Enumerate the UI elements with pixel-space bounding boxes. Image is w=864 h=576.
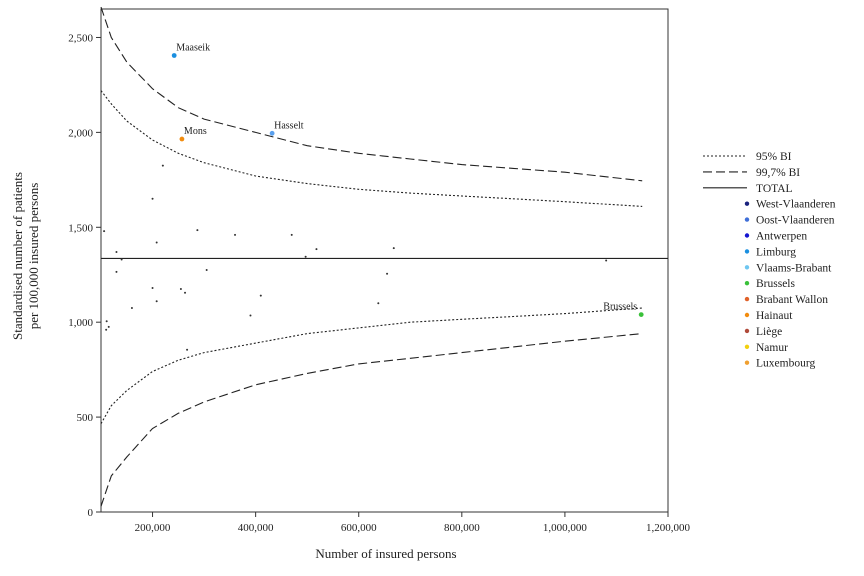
y-tick-label-0: 0 xyxy=(88,507,94,519)
legend-label-4: Oost-Vlaanderen xyxy=(756,215,835,227)
data-point-20 xyxy=(179,287,182,290)
y-tick-label-1: 500 xyxy=(77,412,94,424)
data-point-15 xyxy=(392,247,395,250)
point-label-3: Brussels xyxy=(603,302,637,313)
legend-swatch-13 xyxy=(744,360,750,365)
data-point-3 xyxy=(638,312,644,317)
data-point-0 xyxy=(171,53,177,58)
ci-line-2 xyxy=(100,6,643,182)
y-tick-label-3: 1,500 xyxy=(68,222,93,234)
legend-label-1: 99,7% BI xyxy=(756,167,800,179)
legend-swatch-3 xyxy=(744,201,750,206)
x-tick-label-1: 400,000 xyxy=(238,522,274,534)
legend-label-6: Limburg xyxy=(756,246,796,258)
data-point-24 xyxy=(377,302,380,305)
x-tick-label-2: 600,000 xyxy=(341,522,377,534)
legend-label-5: Antwerpen xyxy=(756,231,807,243)
data-point-1 xyxy=(269,130,275,136)
data-point-10 xyxy=(196,229,199,232)
data-point-26 xyxy=(249,314,252,317)
legend-label-11: Liège xyxy=(756,326,782,338)
legend-label-13: Luxembourg xyxy=(756,358,815,370)
x-tick-label-5: 1,200,000 xyxy=(646,522,691,534)
point-label-1: Hasselt xyxy=(274,120,304,131)
data-point-25 xyxy=(130,306,133,309)
data-point-9 xyxy=(155,241,158,244)
data-point-19 xyxy=(151,287,154,290)
y-axis-label-line1: Standardised number of patients xyxy=(10,172,25,340)
legend-label-0: 95% BI xyxy=(756,151,792,163)
y-axis-label-line2: per 100,000 insured persons xyxy=(26,183,41,330)
data-point-2 xyxy=(179,136,185,142)
legend-label-8: Brussels xyxy=(756,278,796,290)
x-tick-label-3: 800,000 xyxy=(444,522,480,534)
data-point-14 xyxy=(315,248,318,251)
point-label-0: Maaseik xyxy=(176,43,210,54)
confidence-lines xyxy=(100,6,668,507)
legend-label-2: TOTAL xyxy=(756,183,793,195)
legend-swatch-11 xyxy=(744,328,750,334)
data-point-5 xyxy=(151,197,154,200)
data-point-31 xyxy=(386,272,389,275)
legend-swatch-5 xyxy=(744,233,750,238)
legend-swatch-8 xyxy=(744,281,750,286)
data-point-23 xyxy=(259,294,262,297)
legend-label-3: West-Vlaanderen xyxy=(756,199,836,211)
y-tick-label-2: 1,000 xyxy=(68,317,93,329)
axes: 200,000 400,000 600,000 800,000 1,000,000 1,2… xyxy=(68,32,690,534)
data-point-18 xyxy=(205,268,208,271)
data-point-7 xyxy=(115,250,118,253)
point-label-2: Mons xyxy=(184,126,207,137)
legend-swatch-6 xyxy=(744,249,750,254)
legend-swatch-4 xyxy=(744,217,750,222)
x-tick-label-0: 200,000 xyxy=(135,522,171,534)
x-axis-label: Number of insured persons xyxy=(315,546,456,561)
data-point-12 xyxy=(290,233,293,236)
data-point-29 xyxy=(105,328,108,331)
legend-swatch-7 xyxy=(744,265,750,270)
plot-frame xyxy=(100,8,669,513)
legend-label-12: Namur xyxy=(756,342,788,354)
ci-line-0 xyxy=(100,90,643,207)
data-points: Maaseik Hasselt Mons Brussels xyxy=(103,43,644,351)
y-tick-label-4: 2,000 xyxy=(68,127,93,139)
data-point-16 xyxy=(605,259,608,262)
legend-label-10: Hainaut xyxy=(756,310,793,322)
data-point-21 xyxy=(184,291,187,294)
data-point-27 xyxy=(105,320,108,323)
legend-label-9: Brabant Wallon xyxy=(756,294,828,306)
ci-line-1 xyxy=(100,307,643,424)
legend-label-7: Vlaams-Brabant xyxy=(756,262,832,274)
data-point-11 xyxy=(234,233,237,236)
legend-swatch-12 xyxy=(744,344,750,349)
legend-swatch-9 xyxy=(744,296,750,302)
legend: 95% BI 99,7% BI TOTAL West-Vlaanderen Oost-V… xyxy=(703,151,836,370)
data-point-30 xyxy=(186,348,189,351)
data-point-4 xyxy=(161,164,164,167)
data-point-13 xyxy=(304,255,307,258)
data-point-28 xyxy=(107,325,110,328)
legend-swatch-10 xyxy=(744,312,750,318)
x-tick-label-4: 1,000,000 xyxy=(543,522,588,534)
data-point-22 xyxy=(155,300,158,303)
ci-line-3 xyxy=(100,333,643,507)
y-tick-label-5: 2,500 xyxy=(68,32,93,44)
data-point-6 xyxy=(103,230,106,233)
data-point-17 xyxy=(115,270,118,273)
data-point-8 xyxy=(120,258,123,261)
